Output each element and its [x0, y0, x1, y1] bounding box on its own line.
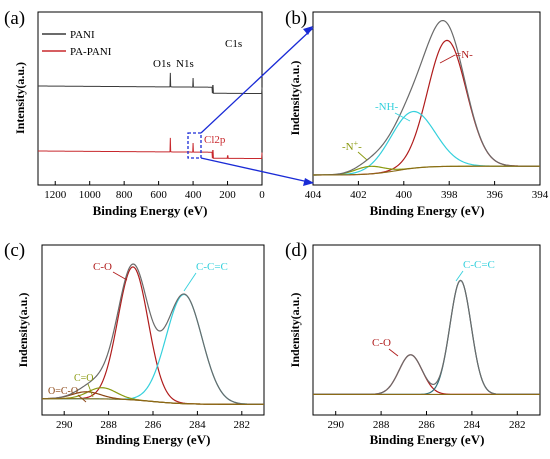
x-tick-label-b: 394: [532, 189, 549, 201]
ann-d-co: C-O: [372, 337, 391, 349]
panel-a-xlabel: Binding Energy (eV): [93, 203, 208, 218]
ann-d-ccc: C-C=C: [463, 259, 495, 271]
zoom-arrow-top: [303, 26, 313, 35]
x-tick-label-d: 284: [464, 419, 481, 431]
panel-b-frame: [312, 11, 541, 186]
x-tick-label-b: 404: [305, 189, 322, 201]
ann-o1s: O1s: [153, 58, 171, 70]
envelope-b: [312, 19, 540, 176]
ann-d-co-leader: [388, 348, 399, 357]
x-tick-label-d: 288: [373, 419, 390, 431]
x-tick-label-c: 284: [189, 419, 206, 431]
x-tick-label-c: 290: [56, 419, 73, 431]
ann-b-nplus-sup: +: [354, 139, 359, 148]
x-tick-label-a: 0: [259, 189, 265, 201]
ann-c-ccc: C-C=C: [196, 261, 228, 273]
panel-d-xlabel: Binding Energy (eV): [370, 432, 485, 447]
zoom-box: [187, 132, 202, 159]
baseline-b: [313, 165, 540, 176]
ann-b-imine-leader: [439, 54, 456, 64]
x-tick-label-c: 282: [234, 419, 251, 431]
panel-a-ylabel: Intensity(a.u.): [13, 62, 27, 134]
peak-b-0: [313, 39, 540, 176]
zoom-arrow-bottom: [303, 178, 314, 186]
x-tick-label-d: 290: [327, 419, 344, 431]
x-tick-label-b: 400: [396, 189, 413, 201]
x-tick-label-b: 396: [486, 189, 503, 201]
panel-c-letter: (c): [4, 240, 25, 261]
zoom-line-bottom: [200, 157, 314, 184]
ann-b-nplus: -N+-: [342, 139, 362, 153]
x-tick-label-a: 1200: [44, 189, 67, 201]
panel-c-ylabel: Indensity(a.u.): [16, 293, 30, 368]
panel-c-xlabel: Binding Energy (eV): [96, 432, 211, 447]
ann-b-imine: =N-: [455, 49, 473, 61]
ann-c-co-leader: [112, 271, 128, 281]
zoom-line-top: [200, 27, 314, 134]
panel-a-frame: [37, 11, 263, 186]
ann-d-ccc-leader: [455, 270, 464, 282]
legend-pani-label: PANI: [70, 29, 95, 41]
ann-n1s: N1s: [176, 58, 194, 70]
legend-papani-label: PA-PANI: [70, 46, 112, 58]
x-tick-label-c: 286: [145, 419, 162, 431]
x-tick-label-a: 1000: [79, 189, 102, 201]
axis-ticks: 1200 1000 800 600 400 200 0 404 402 400 398 396 394 2…: [44, 181, 549, 431]
envelope-c: [41, 263, 264, 405]
panel-d-frame: [312, 244, 541, 416]
x-tick-label-b: 402: [350, 189, 367, 201]
panel-d-ylabel: Indensity(a.u.): [288, 293, 302, 368]
x-tick-label-d: 286: [418, 419, 435, 431]
ann-b-nplus-dash: -: [358, 141, 362, 153]
ann-c-ceo: C=O: [74, 373, 94, 384]
ann-c1s: C1s: [225, 38, 242, 50]
ann-c-oco: O=C-O: [48, 386, 78, 397]
panel-a-letter: (a): [4, 8, 25, 29]
ann-c-ceo-leader: [87, 383, 94, 398]
baseline-c: [42, 398, 264, 405]
x-tick-label-a: 400: [185, 189, 202, 201]
x-tick-label-d: 282: [509, 419, 526, 431]
series-pani-line: [38, 72, 263, 95]
x-tick-label-a: 200: [219, 189, 236, 201]
panel-b-letter: (b): [285, 8, 307, 29]
x-tick-label-b: 398: [441, 189, 458, 201]
ann-c-co: C-O: [93, 261, 112, 273]
ann-b-amine: -NH-: [375, 101, 399, 113]
x-tick-label-a: 600: [150, 189, 167, 201]
panel-b-xlabel: Binding Energy (eV): [370, 203, 485, 218]
series-papani-line: [38, 137, 263, 160]
ann-b-amine-leader: [394, 112, 411, 122]
ann-c-oco-leader: [77, 394, 87, 403]
panel-d-letter: (d): [285, 240, 307, 261]
ann-c-ccc-leader: [183, 272, 197, 292]
peak-d-0: [313, 354, 540, 395]
ann-b-nplus-leader: [357, 151, 368, 161]
panel-b-ylabel: Indensity(a.u.): [288, 61, 302, 136]
x-tick-label-c: 288: [100, 419, 117, 431]
ann-b-nplus-base: -N: [342, 141, 354, 153]
ann-cl2p: Cl2p: [204, 134, 226, 146]
envelope-d: [313, 279, 540, 395]
x-tick-label-a: 800: [116, 189, 133, 201]
